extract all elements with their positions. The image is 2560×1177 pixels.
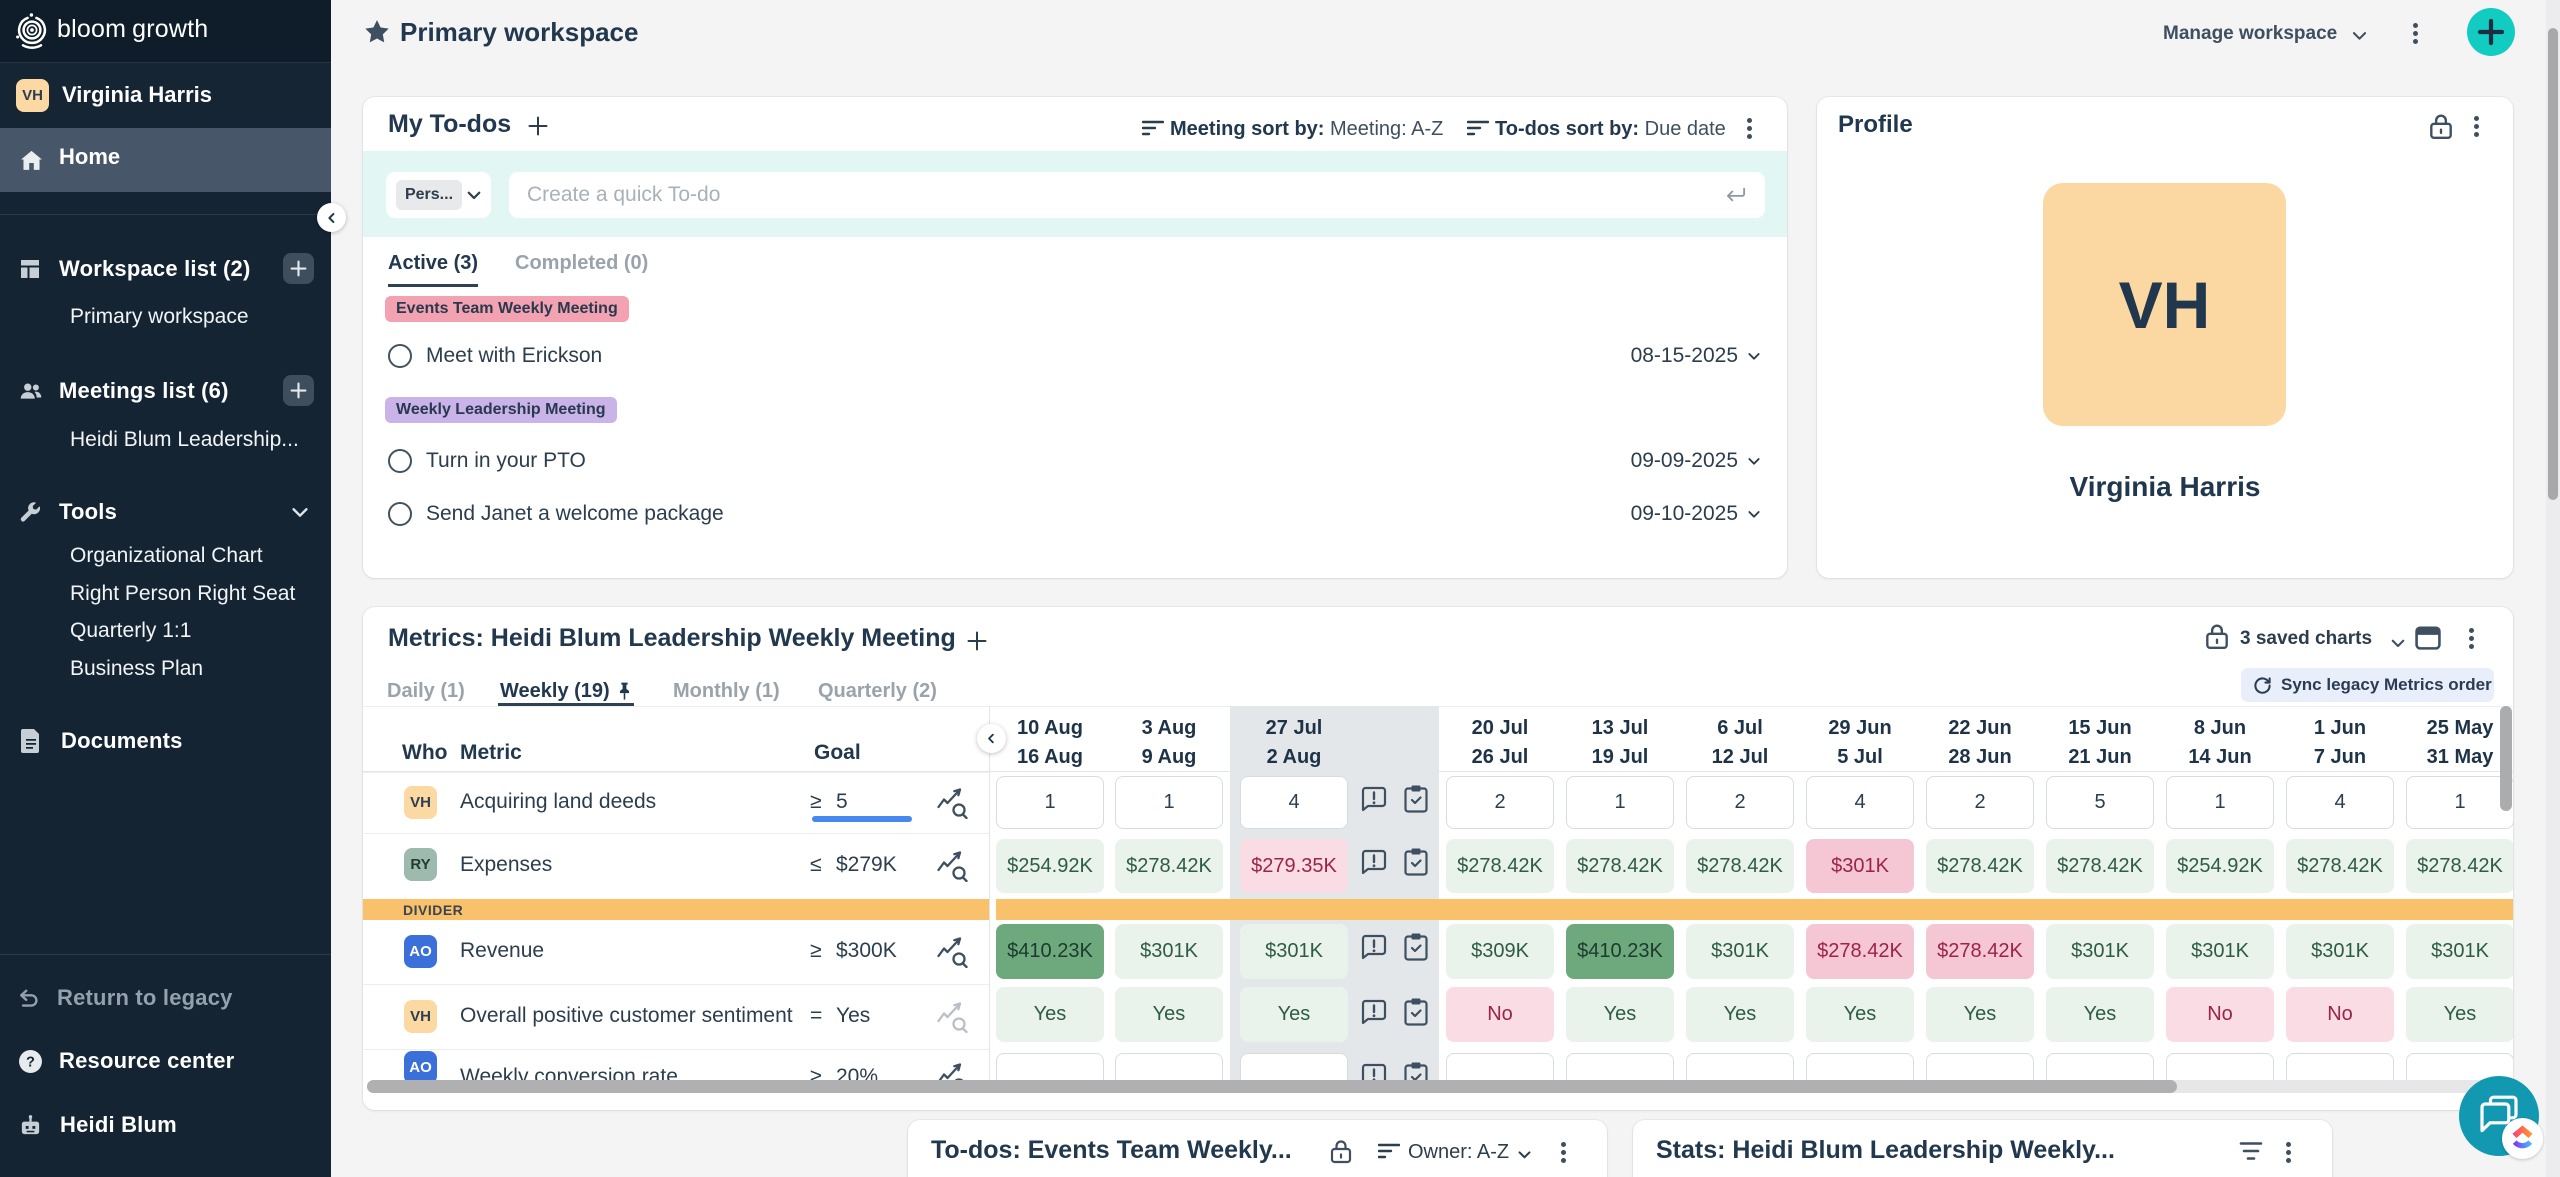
svg-text:?: ? bbox=[26, 1054, 35, 1070]
